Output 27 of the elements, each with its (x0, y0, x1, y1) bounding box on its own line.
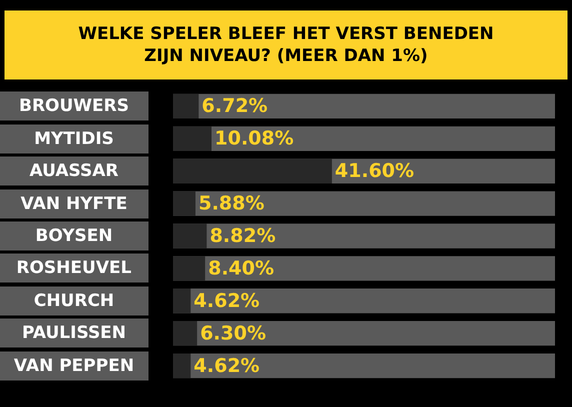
data-label: 8.40% (208, 257, 274, 280)
bar (173, 256, 206, 281)
y-tick-label: VAN HYFTE (20, 194, 128, 214)
bar (173, 191, 196, 216)
data-label: 41.60% (334, 160, 414, 182)
data-label: 6.72% (202, 95, 268, 118)
y-tick-label: AUASSAR (29, 161, 119, 181)
data-label: 8.82% (210, 225, 276, 247)
bar (173, 288, 191, 314)
bar (173, 94, 199, 119)
y-tick-label: CHURCH (34, 291, 114, 311)
data-label: 4.62% (194, 354, 260, 377)
y-tick-label: PAULISSEN (22, 323, 126, 343)
data-label: 6.30% (200, 322, 266, 344)
y-tick-label: BOYSEN (35, 226, 113, 246)
data-label: 5.88% (198, 192, 264, 215)
y-tick-label: VAN PEPPEN (14, 356, 134, 376)
bar (173, 353, 191, 378)
data-label: 4.62% (194, 290, 260, 312)
y-tick-label: BROUWERS (18, 96, 130, 116)
bar (173, 321, 198, 346)
data-label: 10.08% (214, 128, 294, 150)
y-tick-label: ROSHEUVEL (16, 258, 132, 278)
bar (173, 224, 207, 248)
bar (173, 126, 212, 151)
y-tick-label: MYTIDIS (34, 129, 114, 149)
chart-title: WELKE SPELER BLEEF HET VERST BENEDEN ZIJN NIVEAU? (MEER DAN 1%) (78, 24, 494, 66)
